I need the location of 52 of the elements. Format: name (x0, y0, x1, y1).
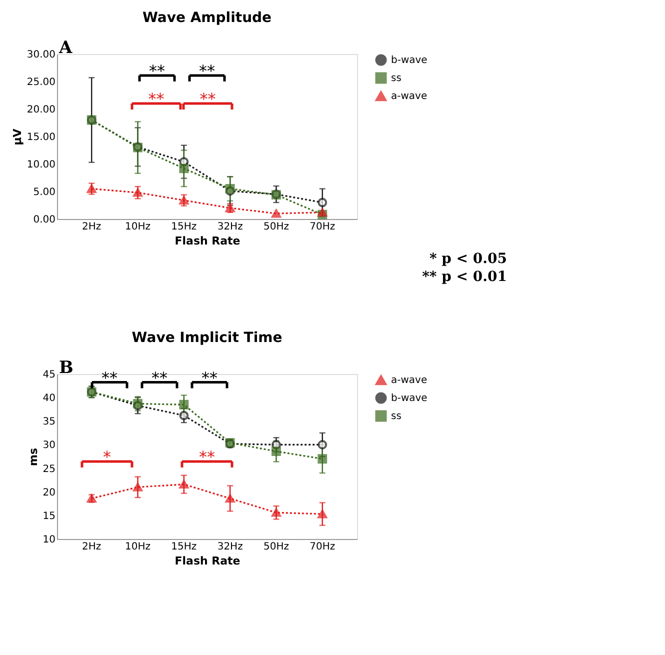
y-tick-label: 15.00 (26, 132, 56, 143)
y-tick-label: 20.00 (26, 104, 56, 116)
y-tick-label: 40 (42, 393, 56, 404)
annotation: ** (202, 368, 218, 388)
annotation: ** (199, 447, 215, 466)
x-tick-label: 2Hz (82, 222, 102, 232)
annotation: ** (148, 90, 164, 108)
x-tick-label: 10Hz (125, 542, 151, 552)
y-tick-label: 45 (42, 370, 56, 380)
x-axis-title: Flash Rate (174, 234, 240, 248)
legend-label: ss (391, 73, 402, 84)
x-tick-label: 15Hz (171, 542, 197, 552)
y-tick-label: 0.00 (33, 214, 56, 226)
annotation: * (103, 447, 111, 466)
x-axis-title: Flash Rate (174, 554, 240, 568)
y-axis-title: µV (10, 128, 24, 146)
x-tick-label: 32Hz (217, 222, 243, 232)
annotation: ** (200, 90, 216, 108)
y-axis-title: ms (26, 448, 40, 466)
y-tick-label: 10 (42, 534, 56, 546)
annotation: ** (102, 368, 118, 388)
y-tick-label: 30 (42, 440, 56, 452)
annotation: B (59, 358, 74, 378)
annotation: ** (199, 61, 215, 80)
x-tick-label: 70Hz (310, 222, 336, 232)
x-tick-label: 10Hz (125, 222, 151, 232)
legend-label: ss (391, 411, 402, 422)
x-tick-label: 50Hz (263, 222, 289, 232)
y-tick-label: 35 (42, 416, 56, 428)
x-tick-label: 15Hz (171, 222, 197, 232)
x-tick-label: 70Hz (310, 542, 336, 552)
text: ** p < 0.01 (422, 269, 507, 285)
annotation: ** (152, 368, 168, 388)
legend-label: a-wave (391, 91, 428, 102)
y-tick-label: 30.00 (26, 50, 56, 60)
legend-label: a-wave (391, 375, 428, 386)
legend-label: b-wave (391, 55, 428, 66)
legend-label: b-wave (391, 393, 428, 404)
x-tick-label: 50Hz (263, 542, 289, 552)
y-tick-label: 10.00 (26, 160, 56, 170)
text: * p < 0.05 (429, 251, 507, 267)
x-tick-label: 2Hz (82, 542, 102, 552)
y-tick-label: 5.00 (33, 187, 56, 198)
y-tick-label: 25.00 (26, 77, 56, 88)
chart-title: Wave Implicit Time (132, 330, 282, 346)
y-tick-label: 15 (42, 510, 56, 522)
y-tick-label: 20 (42, 487, 56, 498)
x-tick-label: 32Hz (217, 542, 243, 552)
y-tick-label: 25 (42, 464, 56, 475)
annotation: ** (149, 61, 165, 80)
annotation: A (58, 38, 73, 58)
chart-title: Wave Amplitude (142, 10, 272, 26)
